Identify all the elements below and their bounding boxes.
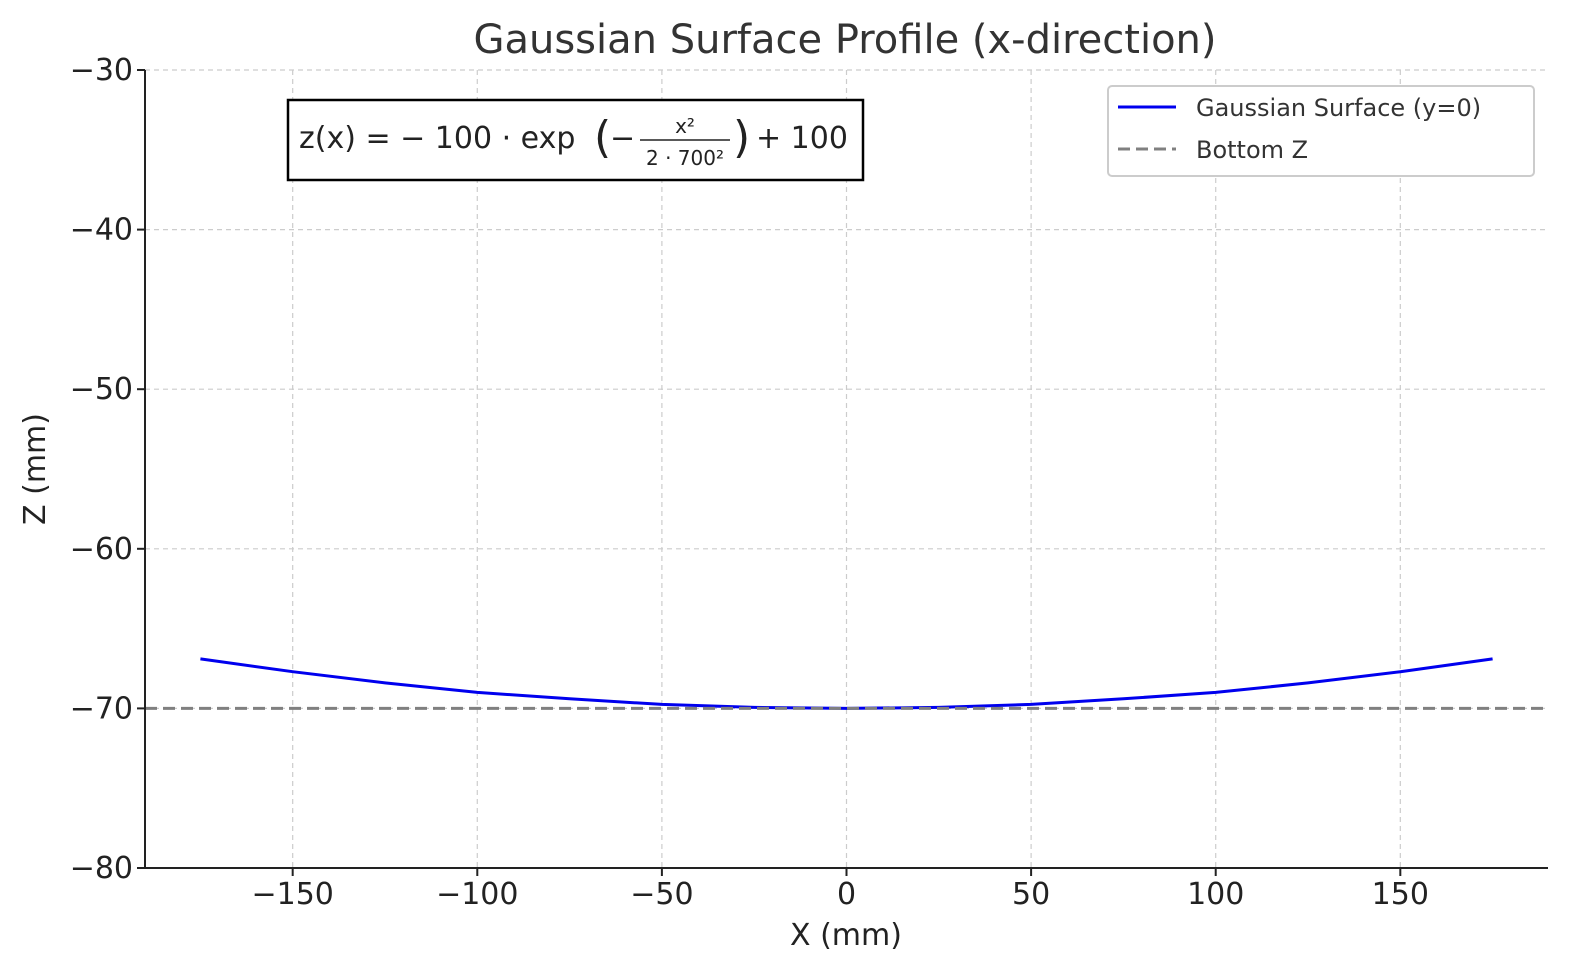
chart-title: Gaussian Surface Profile (x-direction) xyxy=(473,17,1216,63)
x-tick-label: −150 xyxy=(251,877,333,912)
x-axis-label: X (mm) xyxy=(790,918,902,953)
y-ticks: −30 −40 −50 −60 −70 −80 xyxy=(70,53,145,886)
y-tick-label: −70 xyxy=(70,691,133,726)
formula-paren-left: ( xyxy=(594,112,611,163)
x-tick-label: 150 xyxy=(1372,877,1429,912)
x-tick-label: 50 xyxy=(1012,877,1050,912)
y-tick-label: −50 xyxy=(70,372,133,407)
formula-rhs: + 100 xyxy=(756,121,848,156)
y-tick-label: −60 xyxy=(70,532,133,567)
x-tick-label: −100 xyxy=(436,877,518,912)
grid xyxy=(145,69,1548,869)
legend-label-bottom-z: Bottom Z xyxy=(1196,136,1308,164)
y-tick-label: −40 xyxy=(70,213,133,248)
x-tick-label: 100 xyxy=(1187,877,1244,912)
formula-numerator: x² xyxy=(675,114,695,138)
y-axis-label: Z (mm) xyxy=(18,413,53,525)
series-layer xyxy=(145,657,1548,710)
formula-minus: − xyxy=(610,121,635,156)
formula-denominator: 2 · 700² xyxy=(646,146,724,170)
y-tick-label: −30 xyxy=(70,53,133,88)
formula-lhs: z(x) = − 100 · exp xyxy=(299,121,575,156)
y-tick-label: −80 xyxy=(70,851,133,886)
formula-box xyxy=(286,98,865,182)
x-ticks: −150 −100 −50 0 50 100 150 xyxy=(251,868,1429,912)
x-tick-label: −50 xyxy=(630,877,693,912)
formula-annotation: z(x) = − 100 · exp ( − x² 2 · 700² ) + 1… xyxy=(286,98,865,182)
x-tick-label: 0 xyxy=(837,877,856,912)
legend: Gaussian Surface (y=0) Bottom Z xyxy=(1107,85,1535,177)
legend-box xyxy=(1107,85,1535,177)
series-line-0 xyxy=(200,657,1493,710)
formula-paren-right: ) xyxy=(733,112,750,163)
legend-label-gaussian: Gaussian Surface (y=0) xyxy=(1196,94,1481,122)
